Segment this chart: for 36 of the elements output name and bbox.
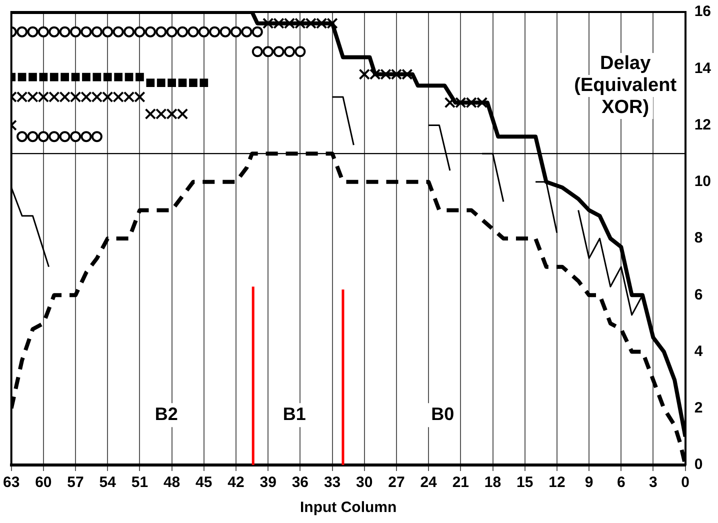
x-tick-label: 3 (649, 474, 658, 492)
y-tick-label: 4 (694, 342, 704, 360)
y-axis-title: Delay (Equivalent XOR) (574, 53, 678, 118)
x-tick-label: 12 (548, 474, 566, 492)
x-tick-label: 45 (196, 474, 212, 492)
x-tick-label: 54 (99, 474, 117, 492)
y-tick-label: 12 (694, 116, 712, 134)
x-tick-label: 18 (484, 474, 502, 492)
x-tick-label: 27 (388, 474, 405, 492)
y-tick-label: 8 (694, 230, 703, 247)
x-tick-label: 63 (3, 474, 20, 492)
y-tick-label: 16 (694, 3, 712, 20)
x-tick-label: 30 (356, 474, 373, 492)
x-tick-label: 21 (452, 474, 469, 492)
x-axis-title: Input Column (300, 499, 397, 516)
annotation: B0 (431, 404, 454, 424)
y-tick-label: 0 (694, 456, 703, 474)
x-tick-label: 33 (324, 474, 341, 492)
x-tick-label: 6 (616, 474, 626, 492)
x-tick-label: 48 (163, 474, 180, 492)
y-tick-label: 6 (694, 286, 703, 304)
annotation: B1 (282, 404, 306, 424)
x-tick-label: 39 (260, 474, 276, 492)
x-tick-label: 60 (35, 474, 52, 492)
x-tick-label: 15 (516, 474, 534, 492)
y-tick-label: 2 (694, 400, 703, 417)
x-tick-label: 36 (292, 474, 309, 492)
x-tick-label: 0 (681, 474, 690, 492)
y-tick-label: 10 (694, 173, 712, 190)
x-tick-label: 42 (228, 474, 244, 492)
y-tick-label: 14 (694, 60, 712, 77)
annotation: B2 (154, 404, 178, 424)
x-tick-label: 57 (67, 474, 84, 492)
x-tick-label: 9 (584, 474, 594, 492)
x-tick-label: 24 (420, 474, 438, 492)
x-tick-label: 51 (131, 474, 148, 492)
